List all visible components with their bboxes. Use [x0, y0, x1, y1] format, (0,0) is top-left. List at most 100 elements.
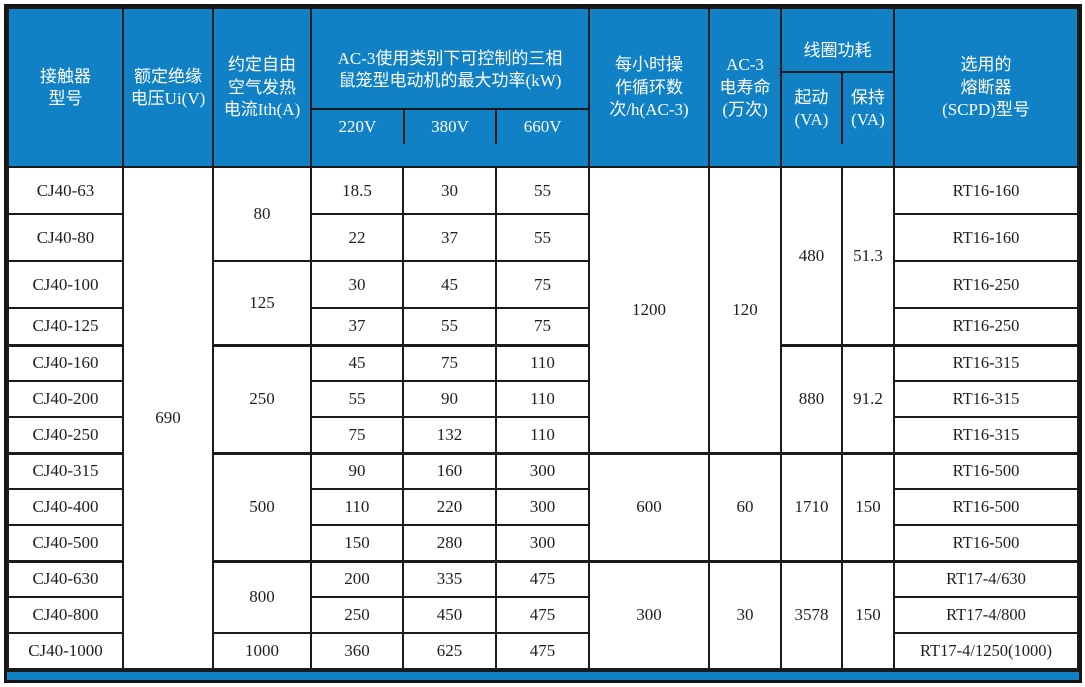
- header-coil-label: 线圈功耗: [803, 41, 872, 61]
- cell-power-220v: 200: [310, 559, 404, 599]
- header-rated-voltage: 额定绝缘 电压Ui(V): [122, 6, 214, 169]
- cell-power-220v: 37: [310, 307, 404, 347]
- cell-power-380v: 75: [402, 343, 497, 383]
- cell-fuse: RT17-4/630: [893, 559, 1079, 599]
- cell-model: CJ40-80: [7, 213, 124, 263]
- cell-power-660v: 300: [495, 488, 590, 527]
- cell-power-220v: 75: [310, 416, 404, 455]
- cell-power-660v: 55: [495, 166, 590, 216]
- table-row: CJ40-125 37 55 75 RT16-250: [7, 307, 1079, 347]
- cell-power-380v: 132: [402, 416, 497, 455]
- cell-power-380v: 625: [402, 632, 497, 671]
- table-body: CJ40-63 690 80 18.5 30 55 1200 120 480 51.3 RT16-1…: [7, 166, 1079, 671]
- header-thermal-current: 约定自由 空气发热 电流Ith(A): [212, 6, 312, 169]
- cell-power-380v: 37: [402, 213, 497, 263]
- cell-power-220v: 45: [310, 343, 404, 383]
- cell-model: CJ40-800: [7, 596, 124, 635]
- cell-model: CJ40-1000: [7, 632, 124, 671]
- cell-thermal-current: 80: [212, 166, 312, 263]
- cell-fuse: RT16-250: [893, 307, 1079, 347]
- cell-thermal-current: 800: [212, 559, 312, 635]
- cell-model: CJ40-315: [7, 451, 124, 491]
- cell-fuse: RT16-315: [893, 343, 1079, 383]
- cell-power-380v: 55: [402, 307, 497, 347]
- table-row: CJ40-100 125 30 45 75 RT16-250: [7, 260, 1079, 347]
- cell-power-380v: 45: [402, 260, 497, 310]
- cell-power-220v: 22: [310, 213, 404, 263]
- table-row: CJ40-315 500 90 160 300 600 60 1710 150 RT16-500: [7, 451, 1079, 563]
- cell-coil-hold: 91.2: [841, 343, 895, 455]
- cell-power-380v: 90: [402, 380, 497, 419]
- header-coil-subcols: 起动 (VA) 保持 (VA): [783, 71, 892, 145]
- cell-power-660v: 75: [495, 307, 590, 347]
- bottom-accent-strip: [7, 670, 1079, 681]
- table-row: CJ40-500 150 280 300 RT16-500: [7, 524, 1079, 563]
- cell-electrical-life: 30: [708, 559, 782, 671]
- cell-thermal-current: 1000: [212, 632, 312, 671]
- table-row: CJ40-160 250 45 75 110 880 91.2 RT16-315: [7, 343, 1079, 455]
- table-row: CJ40-200 55 90 110 RT16-315: [7, 380, 1079, 419]
- cell-power-380v: 335: [402, 559, 497, 599]
- cell-power-220v: 90: [310, 451, 404, 491]
- cell-fuse: RT16-160: [893, 213, 1079, 263]
- header-electrical-life: AC-3 电寿命 (万次): [708, 6, 782, 169]
- cell-power-220v: 30: [310, 260, 404, 310]
- cell-power-660v: 475: [495, 596, 590, 635]
- cell-coil-start: 1710: [780, 451, 843, 563]
- cell-fuse: RT17-4/1250(1000): [893, 632, 1079, 671]
- cell-model: CJ40-630: [7, 559, 124, 599]
- cell-thermal-current: 250: [212, 343, 312, 455]
- cell-rated-voltage: 690: [122, 166, 214, 671]
- header-power-group: AC-3使用类别下可控制的三相 鼠笼型电动机的最大功率(kW) 220V 380…: [310, 6, 590, 169]
- cell-power-660v: 475: [495, 632, 590, 671]
- cell-power-660v: 110: [495, 416, 590, 455]
- cell-power-380v: 280: [402, 524, 497, 563]
- header-380v: 380V: [402, 110, 496, 145]
- cell-fuse: RT16-500: [893, 524, 1079, 563]
- table-row: CJ40-80 22 37 55 RT16-160: [7, 213, 1079, 263]
- cell-power-220v: 360: [310, 632, 404, 671]
- cell-model: CJ40-500: [7, 524, 124, 563]
- table-row: CJ40-63 690 80 18.5 30 55 1200 120 480 51.3 RT16-1…: [7, 166, 1079, 671]
- cell-model: CJ40-400: [7, 488, 124, 527]
- cell-power-220v: 55: [310, 380, 404, 419]
- cell-model: CJ40-100: [7, 260, 124, 310]
- contactor-spec-table: 接触器 型号 额定绝缘 电压Ui(V) 约定自由 空气发热 电流Ith(A) A…: [7, 6, 1079, 671]
- cell-fuse: RT16-250: [893, 260, 1079, 310]
- cell-coil-start: 480: [780, 166, 843, 347]
- header-power-label: AC-3使用类别下可控制的三相 鼠笼型电动机的最大功率(kW): [337, 48, 563, 90]
- table-header: 接触器 型号 额定绝缘 电压Ui(V) 约定自由 空气发热 电流Ith(A) A…: [7, 6, 1079, 169]
- cell-power-660v: 475: [495, 559, 590, 599]
- header-coil-wrap: 线圈功耗 起动 (VA) 保持 (VA): [783, 31, 892, 145]
- cell-power-380v: 450: [402, 596, 497, 635]
- header-model: 接触器 型号: [7, 6, 124, 169]
- header-coil-start: 起动 (VA): [794, 88, 829, 129]
- cell-electrical-life: 120: [708, 166, 782, 455]
- header-row: 接触器 型号 额定绝缘 电压Ui(V) 约定自由 空气发热 电流Ith(A) A…: [7, 6, 1079, 169]
- cell-power-660v: 300: [495, 451, 590, 491]
- cell-model: CJ40-200: [7, 380, 124, 419]
- cell-power-660v: 75: [495, 260, 590, 310]
- cell-fuse: RT16-315: [893, 416, 1079, 455]
- header-coil-hold: 保持 (VA): [840, 73, 892, 145]
- cell-model: CJ40-250: [7, 416, 124, 455]
- cell-fuse: RT16-315: [893, 380, 1079, 419]
- header-fuse: 选用的 熔断器 (SCPD)型号: [893, 6, 1079, 169]
- table-row: CJ40-400 110 220 300 RT16-500: [7, 488, 1079, 527]
- cell-power-380v: 220: [402, 488, 497, 527]
- cell-thermal-current: 500: [212, 451, 312, 563]
- cell-power-660v: 110: [495, 343, 590, 383]
- cell-model: CJ40-63: [7, 166, 124, 216]
- header-coil-group: 线圈功耗 起动 (VA) 保持 (VA): [780, 6, 895, 169]
- cell-power-220v: 110: [310, 488, 404, 527]
- header-220v: 220V: [338, 117, 377, 137]
- cell-coil-start: 880: [780, 343, 843, 455]
- cell-coil-hold: 51.3: [841, 166, 895, 347]
- cell-cycles: 600: [588, 451, 710, 563]
- header-power-subcols: 220V 380V 660V: [313, 108, 587, 145]
- cell-power-660v: 55: [495, 213, 590, 263]
- cell-cycles: 1200: [588, 166, 710, 455]
- table-row: CJ40-250 75 132 110 RT16-315: [7, 416, 1079, 455]
- cell-cycles: 300: [588, 559, 710, 671]
- cell-fuse: RT16-500: [893, 488, 1079, 527]
